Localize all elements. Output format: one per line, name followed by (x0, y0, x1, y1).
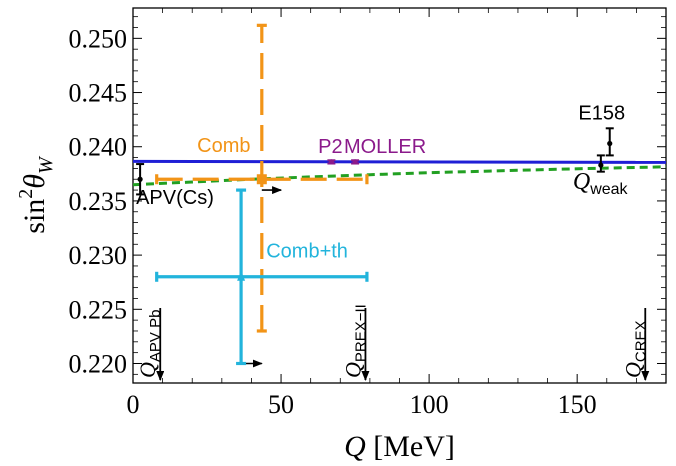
point-comb-th: Comb+th (155, 188, 369, 366)
theory-curves (132, 159, 667, 187)
y-axis-label-sup: 2 (15, 189, 37, 199)
point-moller: MOLLER (344, 136, 426, 165)
point-marker (328, 159, 334, 165)
point-apv-cs-: APV(Cs) (136, 163, 214, 209)
x-axis-label-unit: [MeV] (366, 430, 455, 463)
x-axis-label-var: Q (344, 430, 366, 463)
point-marker (352, 159, 358, 165)
q-marker-label: QCREX (620, 320, 649, 378)
plot-area: 0 50 100 150 0.220 0.225 0.230 0.235 0.240 0.245… (69, 7, 667, 419)
y-axis-label-base: sin (18, 199, 51, 234)
point-e158: E158 (578, 103, 625, 157)
point-label: APV(Cs) (136, 187, 214, 209)
y-tick-label: 0.220 (69, 349, 128, 378)
q-marker-label: QAPV Pb (135, 310, 164, 378)
x-tick-label: 0 (127, 390, 140, 419)
sm-prediction-curve (132, 159, 667, 164)
bsm-running-curve (132, 165, 667, 187)
point-label: Qweak (573, 169, 629, 198)
y-tick-label: 0.245 (69, 79, 128, 108)
point-p2: P2 (318, 136, 343, 165)
q-markers: QAPV Pb QPREX−II QCREX (135, 304, 650, 381)
point-label: E158 (578, 103, 625, 125)
point-qweak: Qweak (573, 154, 629, 198)
point-marker (607, 140, 613, 147)
data-points: APV(Cs) Qweak E158 P2 MOLLER Comb Comb+th (136, 23, 629, 366)
y-axis-label-sub: W (35, 155, 57, 174)
y-tick-label: 0.240 (69, 133, 128, 162)
y-axis-label-theta: θ (18, 174, 51, 189)
x-tick-label: 100 (410, 390, 449, 419)
y-tick-label: 0.235 (69, 187, 128, 216)
point-label: Comb+th (266, 240, 348, 262)
point-label: P2 (318, 136, 342, 158)
x-tick-label: 50 (268, 390, 294, 419)
point-marker (137, 176, 143, 182)
point-marker (256, 174, 267, 185)
y-tick-label: 0.250 (69, 24, 128, 53)
y-tick-label: 0.230 (69, 241, 128, 270)
y-axis-label: sin2θW (15, 155, 57, 234)
point-label: Comb (197, 135, 250, 157)
y-tick-label: 0.225 (69, 295, 128, 324)
x-axis-ticks: 0 50 100 150 (127, 8, 637, 419)
point-comb: Comb (155, 23, 369, 333)
point-marker (237, 270, 246, 281)
point-label: MOLLER (344, 136, 426, 158)
x-tick-label: 150 (558, 390, 597, 419)
y-axis-ticks: 0.220 0.225 0.230 0.235 0.240 0.245 0.250 (69, 16, 666, 378)
point-marker (598, 162, 604, 168)
x-axis-label: Q [MeV] (344, 430, 455, 463)
q-marker-label: QPREX−II (340, 304, 369, 378)
